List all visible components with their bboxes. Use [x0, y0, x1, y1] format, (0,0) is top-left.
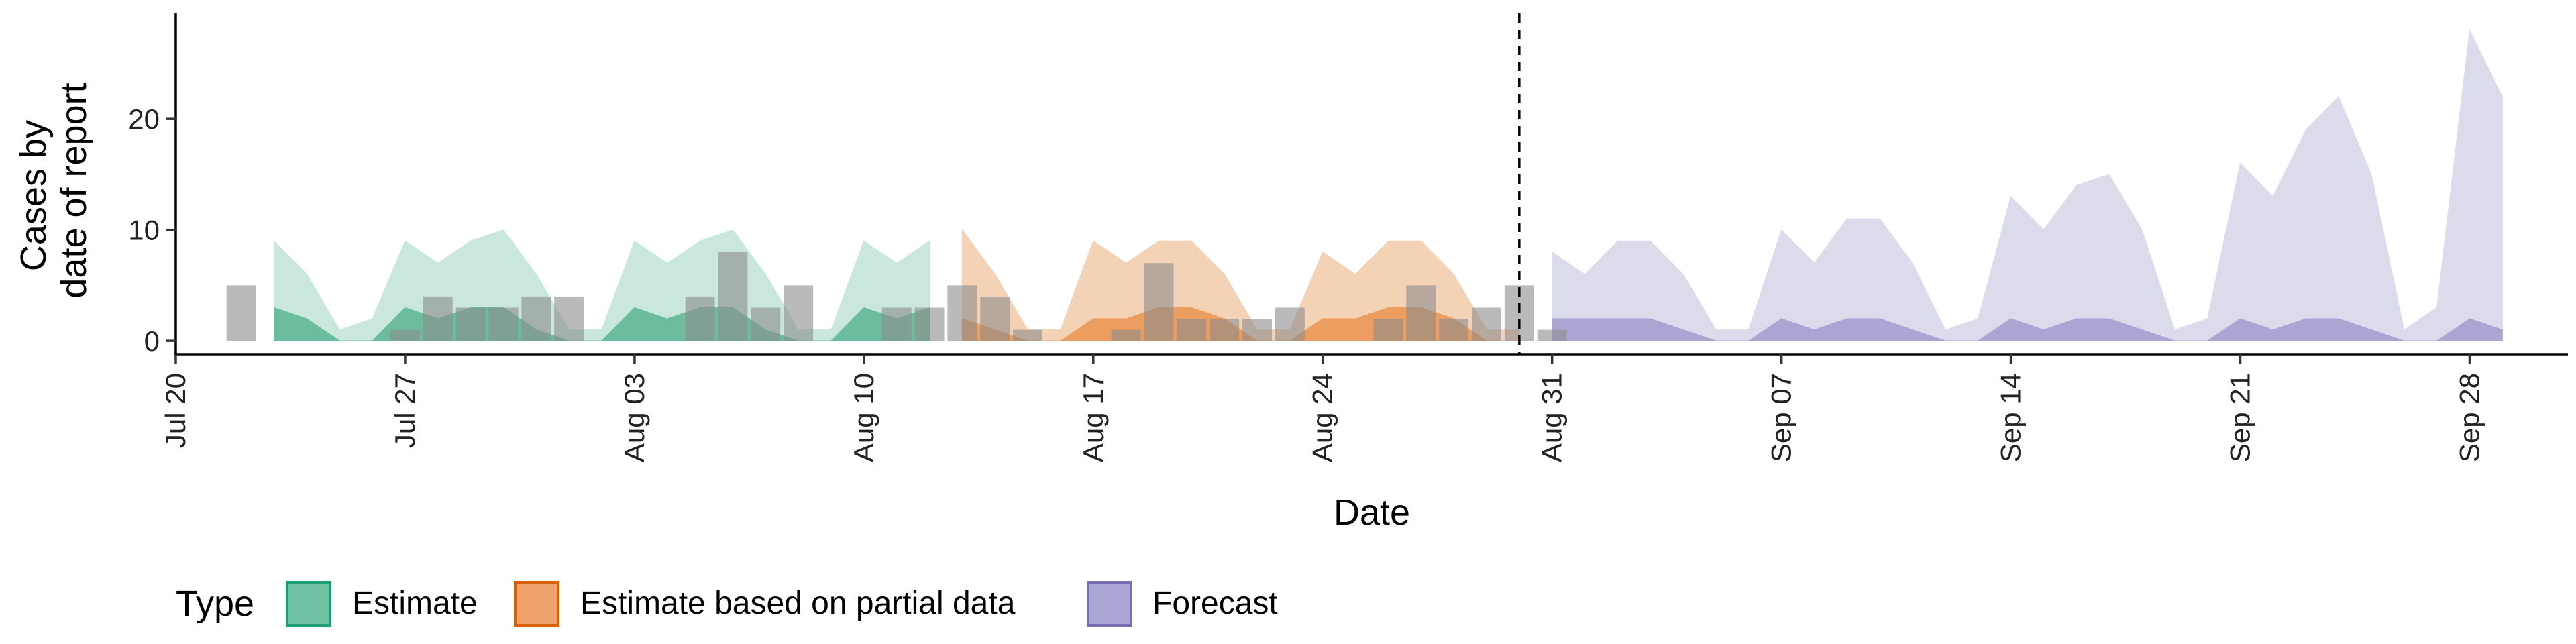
- y-axis-title-line-1: Cases by: [13, 120, 54, 271]
- case-bar: [1275, 307, 1305, 341]
- legend-key-1: [514, 581, 559, 627]
- legend-label-0: Estimate: [352, 586, 478, 621]
- case-bar: [914, 307, 945, 341]
- x-tick-label: Aug 24: [1307, 373, 1338, 462]
- x-tick-label: Aug 31: [1536, 373, 1568, 462]
- case-bar: [390, 329, 420, 341]
- case-bar: [1406, 285, 1436, 341]
- case-bar: [980, 296, 1010, 341]
- case-bar: [1242, 319, 1273, 341]
- x-tick-label: Jul 27: [389, 373, 421, 448]
- x-tick-label: Sep 21: [2224, 373, 2256, 462]
- legend: Type Estimate Estimate based on partial d…: [176, 581, 1278, 627]
- legend-key-0: [286, 581, 331, 627]
- x-tick-label: Aug 10: [848, 373, 879, 462]
- x-axis-title: Date: [1334, 492, 1410, 533]
- case-bar: [554, 296, 584, 341]
- y-axis-title: Cases by date of report: [13, 83, 94, 298]
- x-tick-label: Aug 17: [1077, 373, 1109, 462]
- case-bar: [226, 285, 256, 341]
- case-bar: [718, 252, 748, 341]
- case-bar: [1439, 319, 1469, 341]
- legend-key-2: [1087, 581, 1132, 627]
- y-axis-title-line-2: date of report: [54, 83, 94, 298]
- case-bar: [1471, 307, 1501, 341]
- axis-ticks: 0 10 20 Jul 20 Jul 27 Aug 03 Aug 10 Aug 17 Aug 2…: [128, 103, 2485, 462]
- case-bar: [1177, 319, 1207, 341]
- case-bar: [685, 296, 715, 341]
- band-50-2: [1552, 318, 2503, 341]
- case-bar: [423, 296, 453, 341]
- case-bar: [455, 307, 486, 341]
- y-tick-label: 0: [144, 325, 160, 357]
- case-bar: [1111, 329, 1141, 341]
- series-bands: [274, 29, 2503, 341]
- case-bar: [488, 307, 519, 341]
- case-bar: [1210, 319, 1240, 341]
- y-tick-label: 10: [128, 215, 160, 246]
- case-bar: [1537, 329, 1567, 341]
- case-bar: [521, 296, 551, 341]
- case-bar: [1144, 263, 1174, 341]
- legend-label-1: Estimate based on partial data: [580, 586, 1016, 621]
- band-90-0: [274, 229, 930, 341]
- x-tick-label: Sep 28: [2453, 373, 2485, 462]
- y-tick-label: 20: [128, 103, 160, 135]
- x-tick-label: Sep 07: [1766, 373, 1797, 462]
- x-tick-label: Aug 03: [619, 373, 650, 462]
- axes: [174, 13, 2568, 356]
- x-tick-label: Sep 14: [1995, 373, 2027, 462]
- case-bar: [1013, 329, 1043, 341]
- band-90-2: [1552, 29, 2503, 341]
- legend-title: Type: [176, 584, 254, 624]
- legend-label-2: Forecast: [1152, 586, 1278, 621]
- case-bar: [947, 285, 977, 341]
- case-bar: [784, 285, 814, 341]
- x-tick-label: Jul 20: [160, 373, 191, 448]
- case-bar: [1373, 319, 1403, 341]
- case-bar: [881, 307, 912, 341]
- case-bar: [751, 307, 781, 341]
